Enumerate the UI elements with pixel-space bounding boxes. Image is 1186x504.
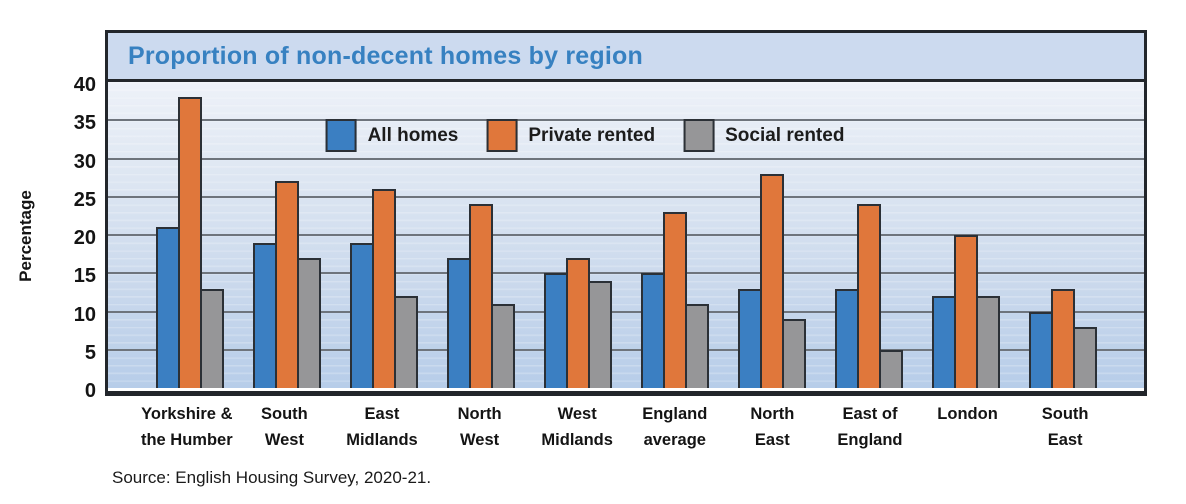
bar [252,242,277,388]
legend-label-private-rented: Private rented [528,124,656,146]
bar [1072,326,1097,388]
chart-title-band: Proportion of non-decent homes by region [108,33,1144,82]
plot-area: All homes Private rented Social rented [108,82,1144,388]
bar [834,288,859,388]
bar [1050,288,1075,388]
y-tick-40: 40 [73,74,96,96]
gridline-15 [108,272,1144,275]
x-label-2: East Midlands [346,405,418,449]
y-tick-20: 20 [73,227,96,249]
bar-group-0 [141,82,238,388]
gridline-30 [108,157,1144,160]
legend-label-all-homes: All homes [367,124,459,146]
x-label-5: England average [642,405,708,449]
bar [371,189,396,388]
bar-groups [108,82,1144,388]
bar [155,227,180,388]
y-tick-35: 35 [73,112,96,135]
bar-group-5 [626,82,723,388]
legend-item-private-rented: Private rented [486,119,655,152]
bar [1028,311,1053,388]
bar [393,296,418,388]
y-tick-10: 10 [73,303,96,326]
y-tick-0: 0 [84,380,96,402]
bar [878,349,903,388]
bar [662,212,687,388]
legend-label-social-rented: Social rented [725,124,845,146]
bar [953,235,978,388]
bar-group-8 [917,82,1014,388]
legend-item-all-homes: All homes [325,119,459,152]
bar [177,97,202,388]
gridline-25 [108,195,1144,198]
bar [759,173,784,388]
bar [640,273,665,388]
bar [490,303,515,388]
x-label-1: South West [261,405,308,449]
y-axis-ticks: 0 5 10 15 20 25 30 35 40 [0,75,96,401]
bar [199,288,224,388]
bar-group-7 [820,82,917,388]
bar [446,257,471,388]
x-label-7: East of England [837,405,903,449]
gridline-20 [108,234,1144,236]
gridline-10 [108,310,1144,313]
bar [296,257,321,388]
x-label-3: North West [457,405,502,449]
bar [737,288,762,388]
x-label-4: West Midlands [541,405,613,449]
chart-frame: Proportion of non-decent homes by region… [105,30,1147,396]
bar [975,296,1000,388]
bar [349,242,374,388]
bar [468,204,493,388]
bar [684,303,709,388]
gridline-35 [108,119,1144,122]
x-label-0: Yorkshire & the Humber [140,405,233,449]
bar-group-9 [1014,82,1111,388]
source-note: Source: English Housing Survey, 2020-21. [112,468,432,487]
bar-group-2 [335,82,432,388]
gridline-5 [108,348,1144,351]
social-rented-swatch-icon [683,119,715,152]
bar-group-6 [723,82,820,388]
y-tick-30: 30 [73,150,96,173]
bar [781,319,806,388]
all-homes-swatch-icon [325,119,357,152]
bar [587,280,612,388]
chart-title: Proportion of non-decent homes by region [128,41,643,70]
bar [856,204,881,388]
y-tick-25: 25 [73,188,96,211]
private-rented-swatch-icon [486,119,518,152]
legend-item-social-rented: Social rented [683,119,844,152]
x-label-8: London [937,405,998,423]
bar [931,296,956,388]
x-label-6: North East [750,405,795,449]
bar-group-3 [432,82,529,388]
bar-group-1 [238,82,335,388]
bar [274,181,299,388]
bar-group-4 [529,82,626,388]
y-tick-5: 5 [84,341,96,364]
legend: All homes Private rented Social rented [325,119,844,152]
bar [565,257,590,388]
y-tick-15: 15 [73,265,96,288]
x-label-9: South East [1041,405,1089,449]
bar [543,273,568,388]
x-axis-labels: Yorkshire & the Humber South West East Midlan… [105,401,1147,453]
